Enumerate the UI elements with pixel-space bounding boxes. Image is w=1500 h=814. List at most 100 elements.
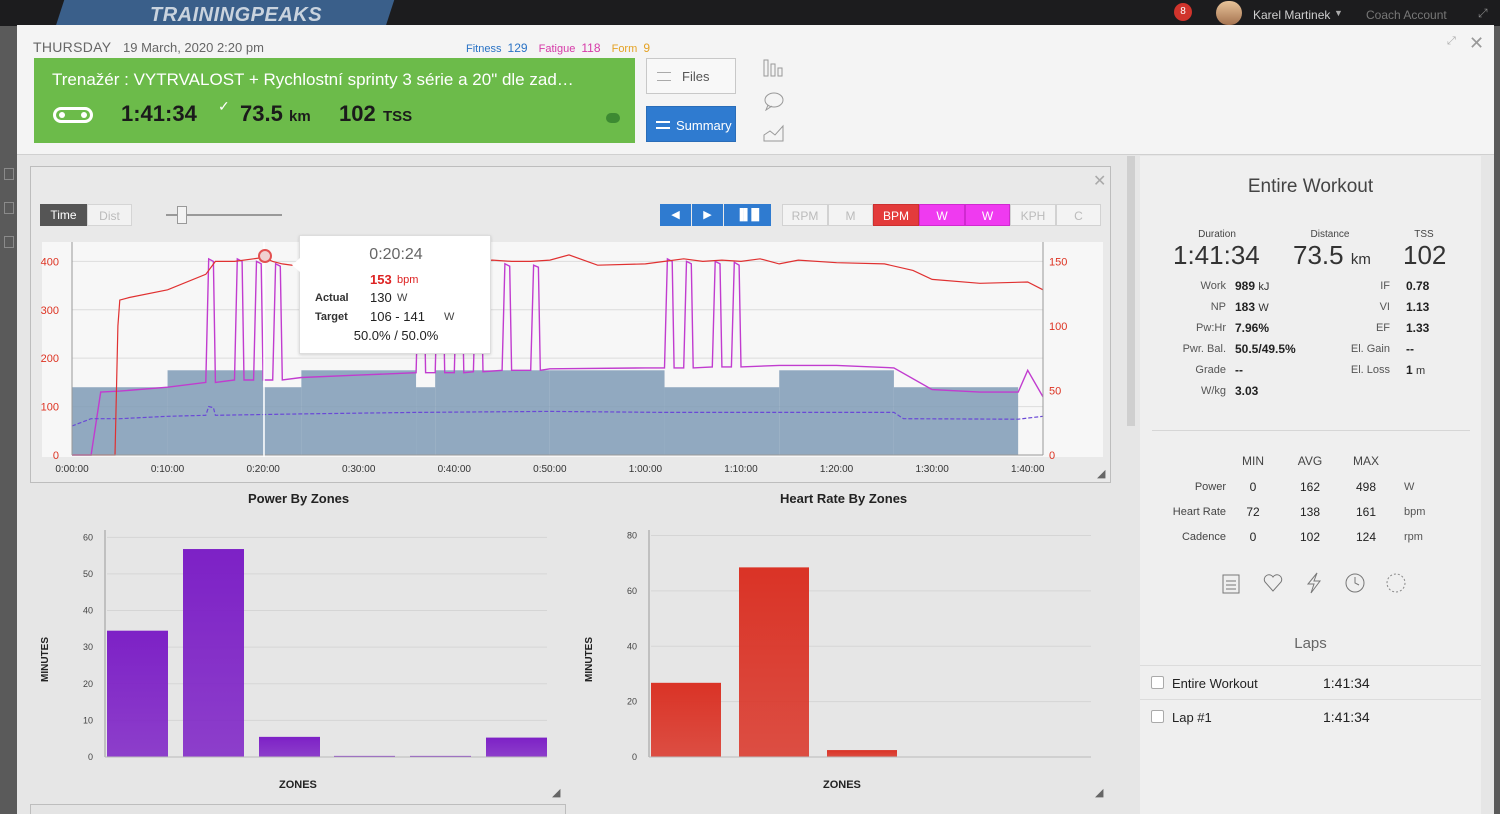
stats-header: MAX (1352, 454, 1379, 468)
fitness-value: 129 (507, 41, 528, 55)
summary-button-label: Summary (676, 118, 732, 133)
power-zones-ylabel: MINUTES (40, 637, 51, 682)
notification-badge[interactable]: 8 (1174, 3, 1192, 21)
expand-icon[interactable]: ⤢ (1478, 6, 1488, 20)
metric-number: -- (1235, 363, 1243, 377)
summary-panel: Entire Workout Duration 1:41:34 Distance… (1140, 156, 1481, 814)
stats-max-value: 124 (1355, 530, 1377, 544)
channel-bpm-toggle[interactable]: BPM (873, 204, 919, 226)
metric-number: 1.33 (1406, 321, 1430, 335)
metric-number: 989 (1235, 279, 1256, 293)
target-power-segment (416, 387, 436, 455)
metric-unit: m (1416, 365, 1426, 377)
stats-row-label: Cadence (1181, 531, 1226, 543)
chart-next-button[interactable]: ▶ (692, 204, 723, 226)
stats-max-value: 498 (1355, 480, 1377, 494)
metric-label: El. Loss (1350, 364, 1390, 376)
lap-time: 1:41:34 (1323, 709, 1370, 725)
day-name: THURSDAY (33, 39, 112, 55)
graph-icon[interactable] (763, 123, 785, 143)
tss-label: TSS (1414, 229, 1434, 240)
chart-bars-button[interactable]: ▐▌█ (724, 204, 771, 226)
summary-button[interactable]: Summary (646, 106, 736, 142)
metric-value: 0.78 (1406, 279, 1429, 293)
resize-handle-icon[interactable]: ◢ (1095, 787, 1104, 799)
y-tick-label: 80 (627, 531, 637, 541)
user-name[interactable]: Karel Martinek (1253, 8, 1331, 22)
workout-duration: 1:41:34 (121, 101, 197, 126)
lap-checkbox[interactable] (1151, 710, 1164, 723)
metric-label: Pw:Hr (1196, 322, 1226, 334)
channel-power-avg-toggle[interactable]: W (965, 204, 1010, 226)
files-button[interactable]: Files (646, 58, 736, 94)
lightning-icon[interactable] (1303, 572, 1325, 594)
form-label: Form (611, 43, 638, 55)
close-icon[interactable]: ✕ (1469, 33, 1485, 53)
metric-number: 7.96% (1235, 321, 1270, 335)
close-icon[interactable]: ✕ (1093, 173, 1107, 190)
metric-label: El. Gain (1350, 343, 1390, 355)
metric-label: EF (1375, 322, 1390, 334)
workout-card[interactable]: Trenažér : VYTRVALOST + Rychlostní sprin… (34, 58, 635, 143)
expand-icon[interactable]: ⤢ (1447, 35, 1456, 47)
metric-number: 1 (1406, 363, 1413, 377)
x-tick-label: 0:00:00 (55, 464, 89, 475)
x-tick-label: 1:30:00 (915, 464, 949, 475)
zone-bar (651, 682, 721, 757)
stats-header: MIN (1242, 454, 1264, 468)
x-tick-label: 1:00:00 (629, 464, 663, 475)
x-axis-distance-toggle[interactable]: Dist (87, 204, 132, 226)
hr-zones-title: Heart Rate By Zones (780, 491, 908, 506)
zone-bar (183, 549, 244, 757)
lap-checkbox[interactable] (1151, 676, 1164, 689)
scrollbar[interactable] (1127, 156, 1135, 426)
metric-number: 183 (1235, 300, 1256, 314)
x-tick-label: 1:10:00 (724, 464, 758, 475)
resize-handle-icon[interactable]: ◢ (552, 787, 561, 799)
x-tick-label: 0:50:00 (533, 464, 567, 475)
zoom-slider-handle[interactable] (177, 206, 187, 224)
trainingpeaks-logo[interactable]: TRAININGPEAKS (150, 4, 323, 26)
workout-chart[interactable]: 0 100 200 300 400 0 50 100 150 0:00:00 0:10:00 0:… (31, 167, 1112, 484)
channel-rpm-toggle[interactable]: RPM (782, 204, 828, 226)
comments-icon[interactable] (606, 113, 620, 123)
metric-value: -- (1406, 342, 1414, 356)
summary-title: Entire Workout (1247, 176, 1374, 197)
bar-chart-icon[interactable] (763, 58, 785, 78)
circle-dashed-icon[interactable] (1385, 572, 1407, 594)
tooltip-target-unit: W (444, 311, 455, 323)
resize-handle-icon[interactable]: ◢ (1097, 468, 1106, 480)
tooltip-target-value: 106 - 141 (370, 309, 425, 324)
metric-number: 1.13 (1406, 300, 1430, 314)
power-zones-chart[interactable]: 0 10 20 30 40 50 60 (47, 520, 567, 770)
distance-value: 73.5 km (1293, 240, 1371, 271)
stats-min-value: 0 (1249, 480, 1257, 494)
coach-account-link[interactable]: Coach Account (1366, 8, 1447, 22)
metric-label: VI (1379, 301, 1390, 313)
lap-row[interactable]: Lap #1 1:41:34 (1140, 699, 1481, 731)
workout-title[interactable]: Trenažér : VYTRVALOST + Rychlostní sprin… (52, 70, 574, 89)
comment-icon[interactable] (763, 91, 785, 111)
y-tick-label: 10 (83, 715, 93, 725)
lap-row[interactable]: Entire Workout 1:41:34 (1140, 665, 1481, 697)
distance-label: Distance (1310, 229, 1350, 240)
channel-kph-toggle[interactable]: KPH (1010, 204, 1056, 226)
x-tick-label: 1:40:00 (1011, 464, 1045, 475)
heart-icon[interactable] (1262, 572, 1284, 594)
chart-prev-button[interactable]: ◀ (660, 204, 691, 226)
clock-icon[interactable] (1344, 572, 1366, 594)
y-left-tick-label: 300 (41, 305, 59, 317)
zoom-slider-track[interactable] (166, 214, 282, 216)
x-axis-time-toggle[interactable]: Time (40, 204, 87, 226)
avatar[interactable] (1216, 1, 1242, 25)
clipboard-icon[interactable] (1220, 572, 1242, 594)
channel-m-toggle[interactable]: M (828, 204, 873, 226)
channel-power-toggle[interactable]: W (919, 204, 965, 226)
chevron-down-icon[interactable]: ▼ (1334, 8, 1343, 18)
hr-zones-chart[interactable]: 0 20 40 60 80 (592, 520, 1092, 770)
fatigue-value: 118 (581, 41, 601, 55)
metric-label: IF (1380, 280, 1390, 292)
y-tick-label: 60 (627, 586, 637, 596)
y-tick-label: 40 (627, 641, 637, 651)
channel-c-toggle[interactable]: C (1056, 204, 1101, 226)
